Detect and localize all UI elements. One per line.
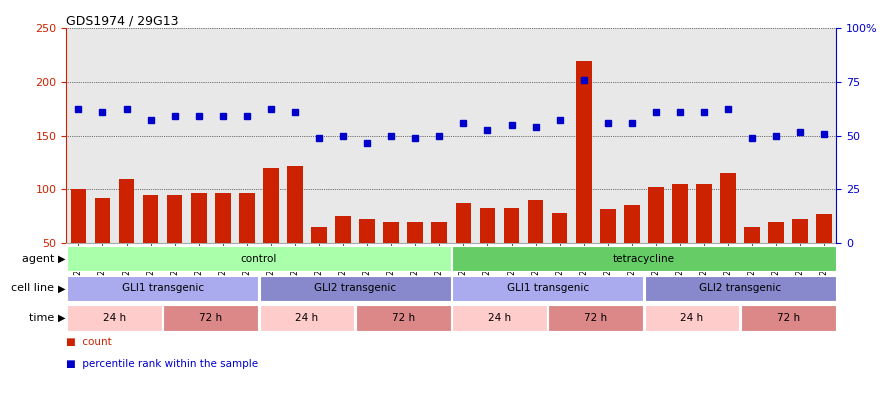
Bar	[456, 203, 471, 243]
Bar	[142, 195, 158, 243]
Bar	[644, 305, 739, 330]
Bar	[549, 305, 643, 330]
Bar	[696, 184, 712, 243]
Bar	[768, 222, 784, 243]
Bar	[452, 276, 643, 301]
Bar	[648, 187, 664, 243]
Bar	[741, 305, 835, 330]
Bar	[312, 227, 327, 243]
Bar	[432, 222, 447, 243]
Bar	[164, 305, 258, 330]
Text: ■  percentile rank within the sample: ■ percentile rank within the sample	[66, 359, 258, 369]
Bar	[191, 192, 206, 243]
Bar	[644, 276, 835, 301]
Text: 24 h: 24 h	[103, 313, 126, 323]
Bar	[527, 200, 543, 243]
Text: agent: agent	[21, 254, 58, 264]
Bar	[287, 166, 303, 243]
Text: 72 h: 72 h	[392, 313, 415, 323]
Bar	[552, 213, 567, 243]
Bar	[335, 216, 350, 243]
Text: ▶: ▶	[58, 254, 65, 264]
Text: tetracycline: tetracycline	[612, 254, 675, 264]
Text: 24 h: 24 h	[681, 313, 704, 323]
Text: ▶: ▶	[58, 284, 65, 293]
Bar	[359, 220, 375, 243]
Text: ▶: ▶	[58, 313, 65, 323]
Bar	[239, 192, 255, 243]
Text: cell line: cell line	[11, 284, 58, 293]
Bar	[71, 190, 86, 243]
Bar	[383, 222, 399, 243]
Bar	[600, 209, 616, 243]
Bar	[119, 179, 135, 243]
Text: GDS1974 / 29G13: GDS1974 / 29G13	[66, 14, 179, 27]
Text: GLI2 transgenic: GLI2 transgenic	[699, 284, 781, 293]
Bar	[67, 305, 162, 330]
Bar	[672, 184, 688, 243]
Text: time: time	[29, 313, 58, 323]
Text: control: control	[241, 254, 277, 264]
Text: ■  count: ■ count	[66, 337, 112, 347]
Bar	[817, 214, 832, 243]
Bar	[792, 220, 808, 243]
Text: 72 h: 72 h	[777, 313, 800, 323]
Bar	[95, 198, 111, 243]
Bar	[480, 208, 496, 243]
Text: 72 h: 72 h	[199, 313, 222, 323]
Bar	[720, 173, 735, 243]
Bar	[504, 208, 519, 243]
Text: GLI1 transgenic: GLI1 transgenic	[121, 284, 204, 293]
Bar	[167, 195, 182, 243]
Text: GLI2 transgenic: GLI2 transgenic	[314, 284, 396, 293]
Bar	[67, 246, 450, 271]
Bar	[356, 305, 450, 330]
Text: 72 h: 72 h	[584, 313, 607, 323]
Bar	[576, 61, 591, 243]
Text: 24 h: 24 h	[488, 313, 511, 323]
Bar	[259, 276, 450, 301]
Bar	[624, 205, 640, 243]
Bar	[215, 192, 231, 243]
Bar	[407, 222, 423, 243]
Bar	[259, 305, 354, 330]
Bar	[452, 305, 547, 330]
Bar	[67, 276, 258, 301]
Bar	[263, 168, 279, 243]
Bar	[744, 227, 760, 243]
Text: 24 h: 24 h	[296, 313, 319, 323]
Text: GLI1 transgenic: GLI1 transgenic	[506, 284, 589, 293]
Bar	[452, 246, 835, 271]
